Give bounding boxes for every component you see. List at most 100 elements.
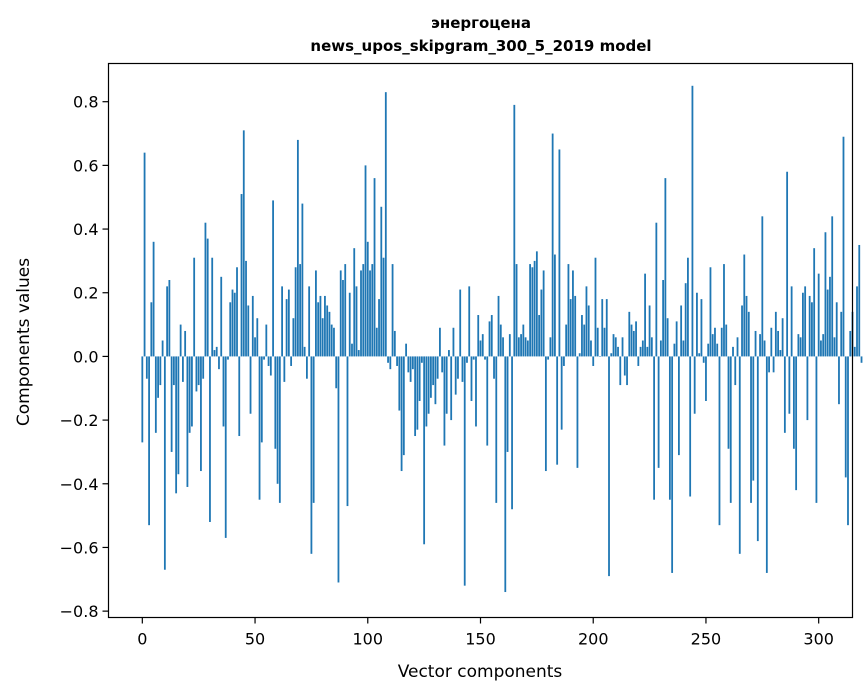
bar-215 — [626, 356, 628, 386]
bar-145 — [468, 286, 471, 357]
bar-173 — [531, 267, 534, 357]
bar-104 — [375, 327, 378, 357]
bar-65 — [287, 289, 290, 357]
bar-116 — [402, 356, 405, 456]
y-tick-label: 0.4 — [73, 220, 98, 239]
bar-20 — [186, 356, 189, 487]
bar-119 — [409, 356, 412, 382]
bar-319 — [860, 356, 863, 363]
bar-109 — [387, 356, 389, 363]
bar-94 — [353, 248, 356, 357]
bar-181 — [549, 337, 552, 357]
bar-311 — [842, 136, 845, 357]
bar-0 — [141, 356, 144, 443]
bar-32 — [213, 350, 216, 357]
bar-81 — [324, 295, 326, 357]
bar-80 — [321, 318, 324, 357]
bar-21 — [188, 356, 191, 433]
bar-251 — [707, 343, 710, 357]
bar-300 — [817, 273, 820, 357]
bar-140 — [457, 356, 459, 379]
bar-197 — [585, 286, 588, 357]
bar-170 — [524, 337, 527, 357]
bar-231 — [662, 280, 665, 357]
bar-316 — [853, 346, 856, 357]
bar-236 — [673, 343, 676, 357]
bar-42 — [236, 267, 238, 357]
bar-295 — [806, 356, 809, 421]
bar-229 — [657, 356, 660, 468]
bar-7 — [157, 356, 159, 398]
bar-137 — [450, 356, 453, 421]
y-tick-label: 0.2 — [73, 284, 98, 303]
bar-28 — [204, 222, 207, 357]
x-tick-label: 100 — [352, 630, 383, 649]
bar-172 — [529, 264, 531, 357]
bar-5 — [152, 241, 155, 357]
bar-91 — [346, 356, 349, 507]
bar-44 — [240, 194, 243, 357]
bar-48 — [249, 356, 252, 414]
bar-306 — [831, 216, 834, 357]
bar-11 — [166, 286, 169, 357]
bar-252 — [709, 267, 712, 357]
bar-234 — [668, 356, 671, 500]
bar-312 — [844, 356, 847, 478]
bar-268 — [745, 295, 748, 357]
bar-219 — [635, 321, 637, 357]
bar-208 — [610, 353, 613, 357]
x-tick-label: 200 — [578, 630, 609, 649]
bar-176 — [538, 315, 541, 357]
bar-217 — [630, 324, 633, 357]
bar-113 — [396, 356, 398, 366]
bar-93 — [351, 343, 353, 357]
bar-8 — [159, 356, 162, 386]
bar-222 — [641, 340, 644, 357]
bar-185 — [558, 149, 561, 357]
bar-171 — [526, 340, 529, 357]
bar-178 — [542, 270, 545, 357]
bar-17 — [179, 324, 182, 357]
bar-70 — [299, 264, 302, 357]
bar-190 — [569, 299, 572, 357]
bar-287 — [788, 356, 791, 414]
bar-6 — [154, 356, 157, 433]
bar-301 — [820, 340, 822, 357]
bar-216 — [628, 311, 631, 357]
bar-74 — [308, 286, 311, 357]
bar-117 — [405, 343, 407, 357]
bar-1 — [143, 152, 146, 357]
bar-186 — [560, 356, 563, 430]
x-tick-label: 300 — [803, 630, 834, 649]
bar-3 — [148, 356, 150, 526]
bar-233 — [666, 318, 669, 357]
bar-105 — [378, 299, 380, 357]
bar-64 — [285, 299, 288, 357]
bar-291 — [797, 334, 800, 357]
bar-51 — [256, 318, 259, 357]
bar-143 — [463, 356, 466, 586]
bar-37 — [224, 356, 227, 538]
y-tick-label: 0.8 — [73, 93, 98, 112]
bars-group — [141, 85, 863, 593]
bar-212 — [619, 356, 622, 386]
bar-33 — [215, 346, 218, 357]
bar-98 — [362, 264, 365, 357]
bar-213 — [621, 337, 624, 357]
bar-199 — [590, 340, 592, 357]
bar-78 — [317, 302, 320, 357]
bar-299 — [815, 356, 818, 503]
bar-175 — [535, 251, 538, 357]
bar-53 — [260, 356, 263, 443]
bar-13 — [170, 356, 173, 452]
bar-262 — [732, 346, 734, 357]
bar-296 — [808, 295, 811, 357]
bar-183 — [554, 254, 556, 357]
bar-9 — [161, 340, 164, 357]
bar-12 — [168, 280, 171, 357]
bar-14 — [172, 356, 175, 386]
bar-261 — [729, 356, 732, 503]
bar-210 — [614, 337, 617, 357]
bar-50 — [254, 337, 256, 357]
